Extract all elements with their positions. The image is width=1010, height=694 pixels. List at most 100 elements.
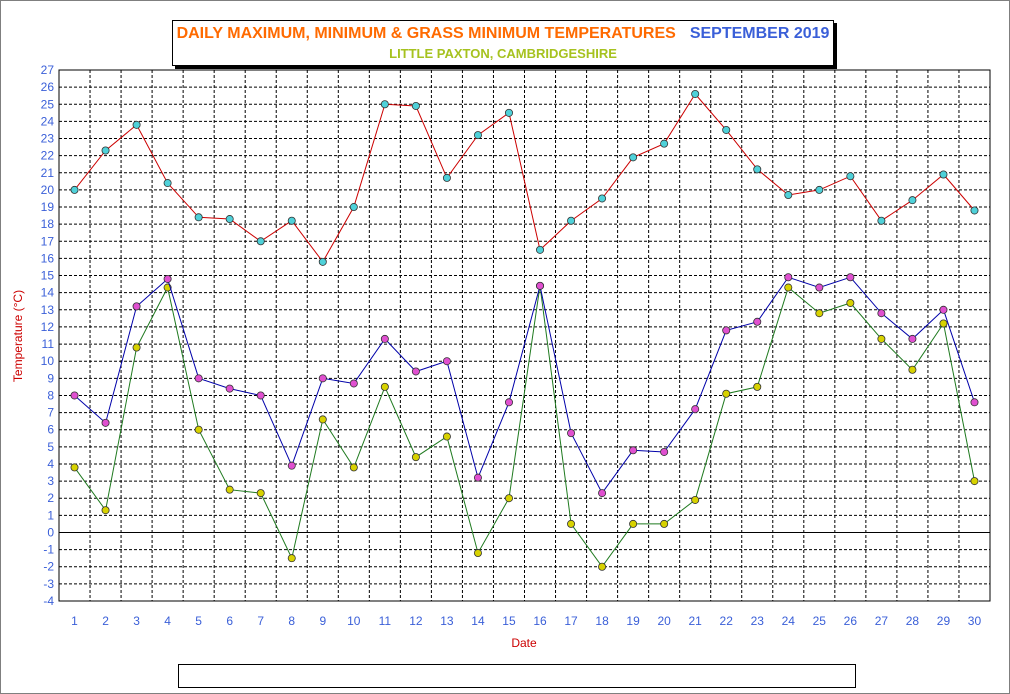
y-tick-label: 24 (41, 114, 55, 128)
y-tick-label: 10 (41, 354, 55, 368)
data-point (380, 334, 389, 343)
y-tick-label: 8 (47, 388, 54, 402)
data-point (970, 398, 979, 407)
data-point (629, 519, 638, 528)
y-tick-label: 5 (47, 440, 54, 454)
y-tick-label: 17 (41, 234, 55, 248)
data-point (536, 245, 545, 254)
y-tick-label: -3 (43, 577, 54, 591)
chart-title: DAILY MAXIMUM, MINIMUM & GRASS MINIMUM T… (176, 25, 676, 42)
data-point (473, 473, 482, 482)
y-tick-label: 13 (41, 303, 55, 317)
y-tick-label: 14 (41, 286, 55, 300)
y-tick-label: 26 (41, 80, 55, 94)
plot-area (58, 69, 991, 602)
legend-box (178, 664, 856, 688)
x-tick-label: 15 (502, 614, 516, 628)
y-tick-label: 16 (41, 251, 55, 265)
data-point (380, 100, 389, 109)
data-point (349, 203, 358, 212)
data-point (815, 309, 824, 318)
data-point (598, 194, 607, 203)
y-tick-label: 22 (41, 149, 55, 163)
x-tick-label: 22 (720, 614, 734, 628)
x-tick-label: 19 (626, 614, 640, 628)
data-point (629, 446, 638, 455)
data-point (349, 379, 358, 388)
data-point (101, 506, 110, 515)
data-point (598, 489, 607, 498)
data-point (411, 101, 420, 110)
axis-layer: -4-3-2-101234567891011121314151617181920… (41, 63, 982, 628)
x-tick-label: 18 (595, 614, 609, 628)
data-point (163, 179, 172, 188)
data-point (908, 334, 917, 343)
data-point (287, 216, 296, 225)
data-point (753, 382, 762, 391)
data-point (815, 283, 824, 292)
data-point (132, 343, 141, 352)
data-point (691, 495, 700, 504)
data-point (660, 519, 669, 528)
data-point (225, 215, 234, 224)
data-point (660, 139, 669, 148)
x-tick-label: 12 (409, 614, 423, 628)
x-tick-label: 26 (844, 614, 858, 628)
x-tick-label: 17 (564, 614, 578, 628)
y-tick-label: 25 (41, 97, 55, 111)
x-tick-label: 5 (195, 614, 202, 628)
data-point (939, 305, 948, 314)
data-point (318, 257, 327, 266)
series-layer (70, 89, 979, 571)
data-point (194, 374, 203, 383)
data-point (567, 429, 576, 438)
y-tick-label: 9 (47, 371, 54, 385)
x-tick-label: 14 (471, 614, 485, 628)
data-point (815, 185, 824, 194)
y-tick-label: -1 (43, 543, 54, 557)
series-1 (70, 89, 979, 266)
data-point (70, 391, 79, 400)
series-line (74, 276, 975, 495)
chart-title-line: DAILY MAXIMUM, MINIMUM & GRASS MINIMUM T… (173, 25, 833, 43)
x-tick-label: 9 (319, 614, 326, 628)
data-point (132, 302, 141, 311)
data-point (660, 447, 669, 456)
y-tick-label: 4 (47, 457, 54, 471)
data-point (939, 170, 948, 179)
data-point (877, 309, 886, 318)
x-tick-label: 7 (257, 614, 264, 628)
x-axis-label: Date (511, 636, 537, 650)
y-tick-label: 21 (41, 166, 55, 180)
y-tick-label: 27 (41, 63, 55, 77)
data-point (101, 418, 110, 427)
x-tick-label: 28 (906, 614, 920, 628)
y-tick-label: 1 (47, 508, 54, 522)
data-point (846, 298, 855, 307)
data-point (70, 463, 79, 472)
series-line (74, 93, 975, 263)
x-tick-label: 21 (689, 614, 703, 628)
y-tick-label: 19 (41, 200, 55, 214)
data-point (846, 172, 855, 181)
data-point (101, 146, 110, 155)
data-point (318, 415, 327, 424)
data-point (722, 389, 731, 398)
data-point (70, 185, 79, 194)
data-point (567, 216, 576, 225)
chart-title-month: SEPTEMBER 2019 (689, 25, 830, 42)
data-point (722, 125, 731, 134)
chart-subtitle: LITTLE PAXTON, CAMBRIDGESHIRE (389, 46, 617, 61)
x-tick-label: 1 (71, 614, 78, 628)
data-point (132, 120, 141, 129)
x-tick-label: 11 (379, 614, 392, 628)
y-tick-label: 3 (47, 474, 54, 488)
x-tick-label: 25 (813, 614, 827, 628)
y-tick-label: 0 (47, 525, 54, 539)
data-point (194, 213, 203, 222)
x-tick-label: 10 (347, 614, 361, 628)
y-tick-label: 15 (41, 269, 55, 283)
data-point (753, 317, 762, 326)
y-tick-label: 18 (41, 217, 55, 231)
data-point (287, 461, 296, 470)
